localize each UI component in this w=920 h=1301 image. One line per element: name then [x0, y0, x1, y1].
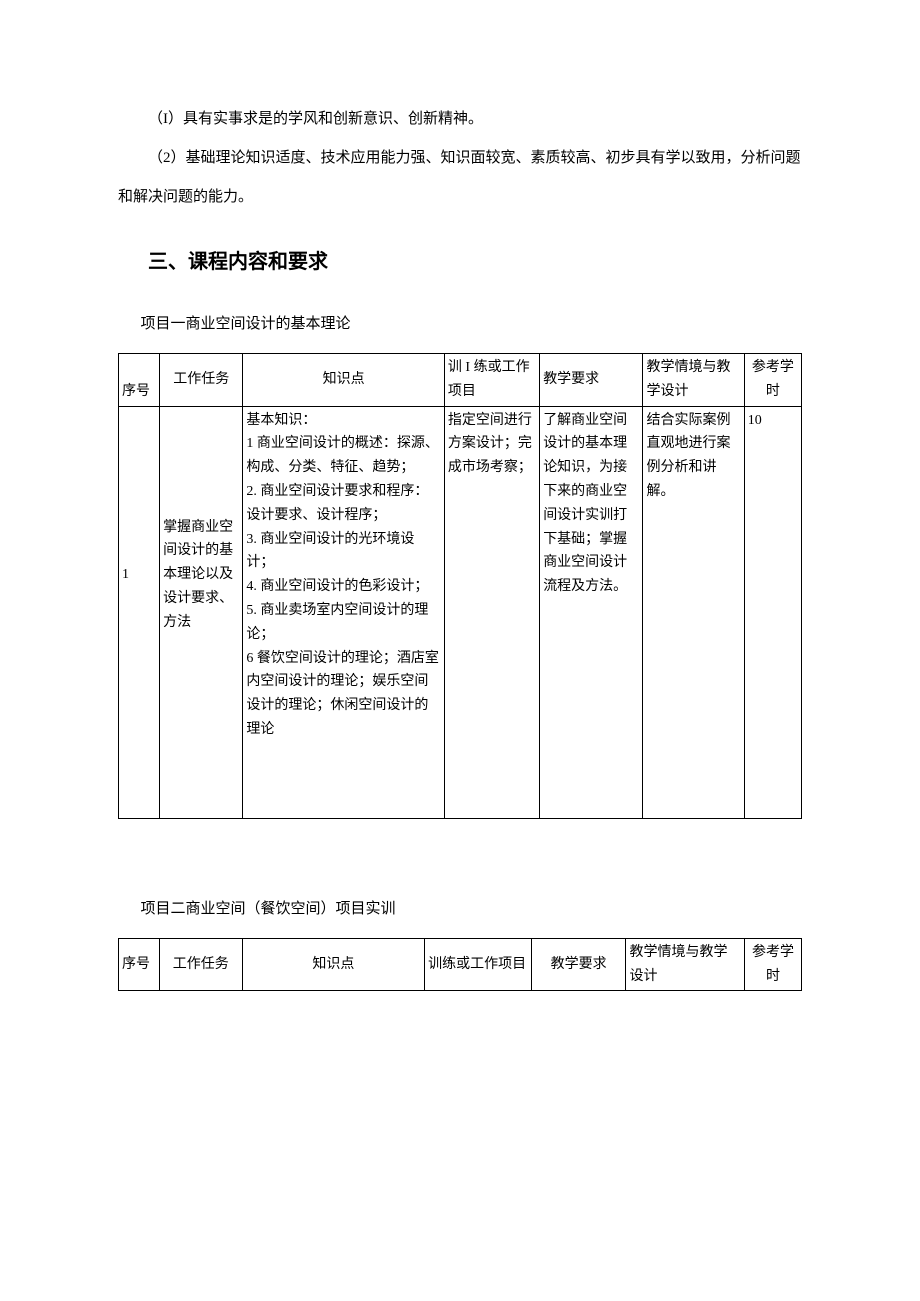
cell-training: 指定空间进行方案设计；完成市场考察；	[444, 406, 539, 818]
col-seq-header: 序号	[119, 354, 160, 407]
col-task-header: 工作任务	[159, 938, 242, 991]
col-context-header: 教学情境与教学设计	[643, 354, 744, 407]
project2-title: 项目二商业空间（餐饮空间）项目实训	[118, 897, 802, 918]
col-ref-header: 参考学时	[744, 354, 801, 407]
project1-title: 项目一商业空间设计的基本理论	[118, 312, 802, 333]
paragraph-1: （I）具有实事求是的学风和创新意识、创新精神。	[118, 100, 802, 139]
cell-requirement: 了解商业空间设计的基本理论知识，为接下来的商业空间设计实训打下基础；掌握商业空间…	[540, 406, 643, 818]
cell-task: 掌握商业空间设计的基本理论以及设计要求、方法	[160, 406, 243, 818]
col-requirement-header: 教学要求	[531, 938, 626, 991]
cell-knowledge: 基本知识： 1 商业空间设计的概述：探源、构成、分类、特征、趋势； 2. 商业空…	[243, 406, 445, 818]
col-requirement-header: 教学要求	[540, 354, 643, 407]
col-context-header: 教学情境与教学设计	[626, 938, 745, 991]
col-seq-header: 序号	[119, 938, 160, 991]
document-page: （I）具有实事求是的学风和创新意识、创新精神。 （2）基础理论知识适度、技术应用…	[0, 0, 920, 1301]
cell-ref: 10	[744, 406, 801, 818]
col-knowledge-header: 知识点	[242, 938, 424, 991]
table-header-row: 序号 工作任务 知识点 训练或工作项目 教学要求 教学情境与教学设计 参考学时	[119, 938, 802, 991]
col-ref-header: 参考学时	[745, 938, 802, 991]
section-heading: 三、课程内容和要求	[118, 245, 802, 274]
col-training-header: 训练或工作项目	[425, 938, 532, 991]
cell-seq: 1	[119, 406, 160, 818]
cell-context: 结合实际案例直观地进行案例分析和讲解。	[643, 406, 744, 818]
table-header-row: 序号 工作任务 知识点 训 I 练或工作项目 教学要求 教学情境与教学设计 参考…	[119, 354, 802, 407]
table-row: 1 掌握商业空间设计的基本理论以及设计要求、方法 基本知识： 1 商业空间设计的…	[119, 406, 802, 818]
col-training-header: 训 I 练或工作项目	[444, 354, 539, 407]
paragraph-2: （2）基础理论知识适度、技术应用能力强、知识面较宽、素质较高、初步具有学以致用，…	[118, 139, 802, 217]
project2-table: 序号 工作任务 知识点 训练或工作项目 教学要求 教学情境与教学设计 参考学时	[118, 938, 802, 992]
project1-table: 序号 工作任务 知识点 训 I 练或工作项目 教学要求 教学情境与教学设计 参考…	[118, 353, 802, 819]
col-knowledge-header: 知识点	[243, 354, 445, 407]
col-task-header: 工作任务	[160, 354, 243, 407]
